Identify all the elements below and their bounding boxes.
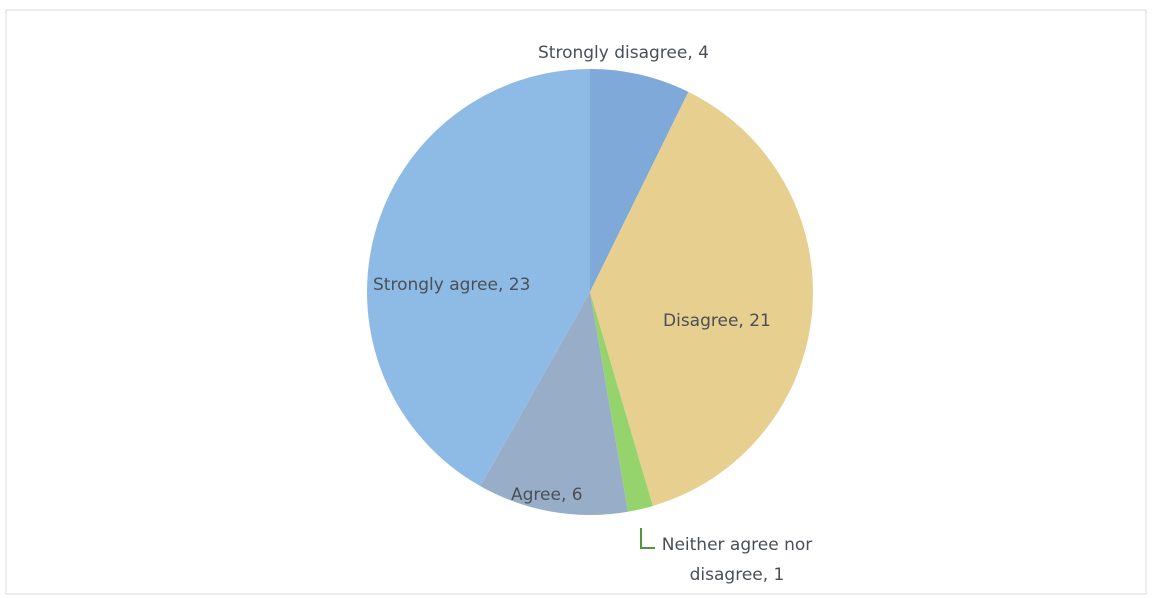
data-label: Strongly agree, 23 [373,275,531,295]
data-label: Agree, 6 [511,485,583,505]
data-label: Disagree, 21 [663,311,771,331]
data-label: Strongly disagree, 4 [538,43,709,63]
data-label: Neither agree nor disagree, 1 [661,535,813,585]
pie-slice [480,292,629,515]
pie-slice [590,292,653,512]
leader-line [640,528,655,549]
pie-slice [367,69,590,487]
pie-slice [590,91,814,506]
pie-slice [590,69,689,292]
